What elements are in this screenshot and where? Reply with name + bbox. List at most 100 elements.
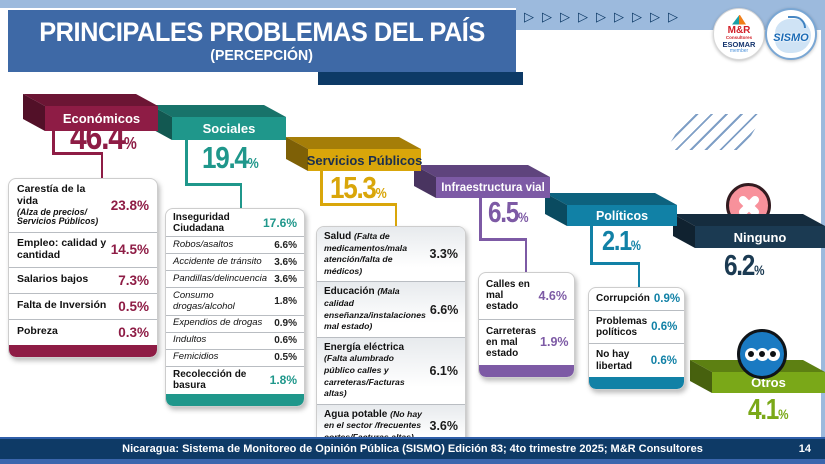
row-label: Falta de Inversión [17, 299, 107, 312]
box-top-face [23, 94, 158, 106]
category-box-otros: Otros [712, 372, 825, 393]
card-accent-bar [589, 376, 684, 389]
value-number: 4.1 [748, 394, 779, 426]
row-label: Problemas políticos [596, 316, 648, 339]
table-row: Expendios de drogas 0.9% [166, 314, 304, 332]
box-top-face [690, 360, 825, 372]
connector [52, 130, 55, 154]
table-row: Recolección de basura 1.8% [166, 365, 304, 394]
percent-sign: % [518, 209, 529, 225]
row-value: 14.5% [110, 242, 149, 258]
row-label: Corrupción [596, 293, 650, 305]
breakdown-card-economicos: Carestía de la vida (Alza de precios/ Se… [8, 178, 158, 358]
mr-logo-name: M&R [727, 24, 751, 36]
table-row: Falta de Inversión 0.5% [9, 292, 157, 319]
row-label: Energía eléctrica [324, 341, 405, 353]
row-label: Robos/asaltos [173, 239, 234, 251]
category-box-ninguno: Ninguno [695, 226, 825, 248]
percent-sign: % [375, 186, 387, 202]
table-row: Calles en mal estado 4.6% [479, 273, 574, 319]
mr-logo-sub: Consultores [725, 34, 753, 40]
card-accent-bar [9, 344, 157, 357]
value-number: 15.3 [330, 170, 377, 205]
row-label: Salud [324, 231, 352, 242]
page-title: PRINCIPALES PROBLEMAS DEL PAÍS [39, 17, 485, 48]
row-label: Accidente de tránsito [173, 256, 262, 268]
right-border-strip [821, 0, 825, 437]
table-row: Energía eléctrica (Falta alumbrado públi… [317, 336, 465, 404]
percent-sign: % [247, 156, 259, 172]
row-label: Salarios bajos [17, 273, 89, 286]
table-row: Pandillas/delincuencia 3.6% [166, 270, 304, 287]
value-number: 19.4 [202, 140, 249, 175]
footer-text: Nicaragua: Sistema de Monitoreo de Opini… [122, 443, 703, 455]
row-label: Femicidios [173, 351, 219, 363]
row-value: 3.3% [429, 247, 459, 262]
table-row: Consumo drogas/alcohol 1.8% [166, 287, 304, 314]
table-row: Femicidios 0.5% [166, 348, 304, 366]
row-note: (Falta alumbrado público calles y carret… [324, 353, 405, 399]
row-value: 6.6% [274, 239, 297, 251]
row-note: (Mala calidad enseñanza/instalaciones ma… [324, 286, 426, 332]
bottom-border-strip [0, 459, 825, 464]
box-side-face [23, 94, 45, 131]
row-value: 17.6% [262, 215, 297, 230]
page-number: 14 [798, 443, 811, 455]
row-value: 1.8% [269, 373, 297, 388]
mr-consultores-logo: M&R Consultores ESOMAR member [713, 8, 765, 60]
row-label: Expendios de drogas [173, 317, 263, 329]
box-top-face [673, 214, 825, 226]
diagonal-hatch-decoration [666, 114, 764, 150]
row-value: 3.6% [274, 256, 297, 268]
percent-sign: % [778, 406, 789, 422]
box-side-face [414, 165, 436, 198]
table-row: Robos/asaltos 6.6% [166, 236, 304, 253]
table-row: Corrupción 0.9% [589, 288, 684, 310]
mr-logo-esomar: ESOMAR [722, 40, 756, 49]
box-top-face [286, 137, 421, 149]
box-top-face [545, 193, 677, 205]
ellipsis-icon [737, 329, 787, 379]
title-bar: PRINCIPALES PROBLEMAS DEL PAÍS (PERCEPCI… [8, 10, 516, 72]
row-label: No hay libertad [596, 349, 633, 372]
box-side-face [690, 360, 712, 393]
connector [239, 183, 242, 209]
row-value: 6.1% [429, 363, 459, 378]
footer-bar: Nicaragua: Sistema de Monitoreo de Opini… [0, 437, 825, 459]
connector [524, 238, 527, 274]
category-box-politicos: Políticos [567, 205, 677, 226]
card-accent-bar [166, 394, 304, 406]
cross-icon [726, 183, 771, 228]
category-value: 15.3% [330, 172, 387, 203]
category-box-economicos: Económicos [45, 106, 158, 131]
category-label: Infraestructura vial [436, 177, 550, 198]
sismo-logo-text: SISMO [773, 31, 809, 44]
row-label: Consumo drogas/alcohol [173, 289, 235, 312]
connector [320, 203, 397, 206]
value-number: 6.5 [488, 197, 519, 229]
row-value: 23.8% [110, 198, 149, 214]
row-value: 6.6% [429, 302, 459, 317]
breakdown-card-politicos: Corrupción 0.9% Problemas políticos 0.6%… [588, 287, 685, 390]
row-note: (Alza de precios/ Servicios Públicos) [17, 206, 99, 227]
row-label: Inseguridad Ciudadana [173, 211, 230, 234]
row-value: 0.6% [651, 321, 678, 334]
connector [590, 226, 593, 264]
row-note: (Falta de medicamentos/mala atención/fal… [324, 231, 408, 276]
row-label: Pobreza [17, 325, 58, 338]
connector [479, 238, 527, 241]
table-row: Problemas políticos 0.6% [589, 310, 684, 343]
table-row: Pobreza 0.3% [9, 318, 157, 345]
row-value: 1.8% [274, 296, 297, 307]
category-label: Políticos [567, 205, 677, 226]
row-label: Educación [324, 286, 375, 298]
value-number: 46.4 [70, 116, 125, 157]
row-value: 0.6% [650, 354, 677, 367]
category-label: Otros [712, 372, 825, 393]
table-row: Carreteras en mal estado 1.9% [479, 318, 574, 366]
percent-sign: % [123, 133, 137, 153]
breakdown-card-servicios-publicos: Salud (Falta de medicamentos/mala atenci… [316, 226, 466, 464]
signal-waves-icon [788, 16, 806, 28]
category-box-infraestructura-vial: Infraestructura vial [436, 177, 550, 198]
